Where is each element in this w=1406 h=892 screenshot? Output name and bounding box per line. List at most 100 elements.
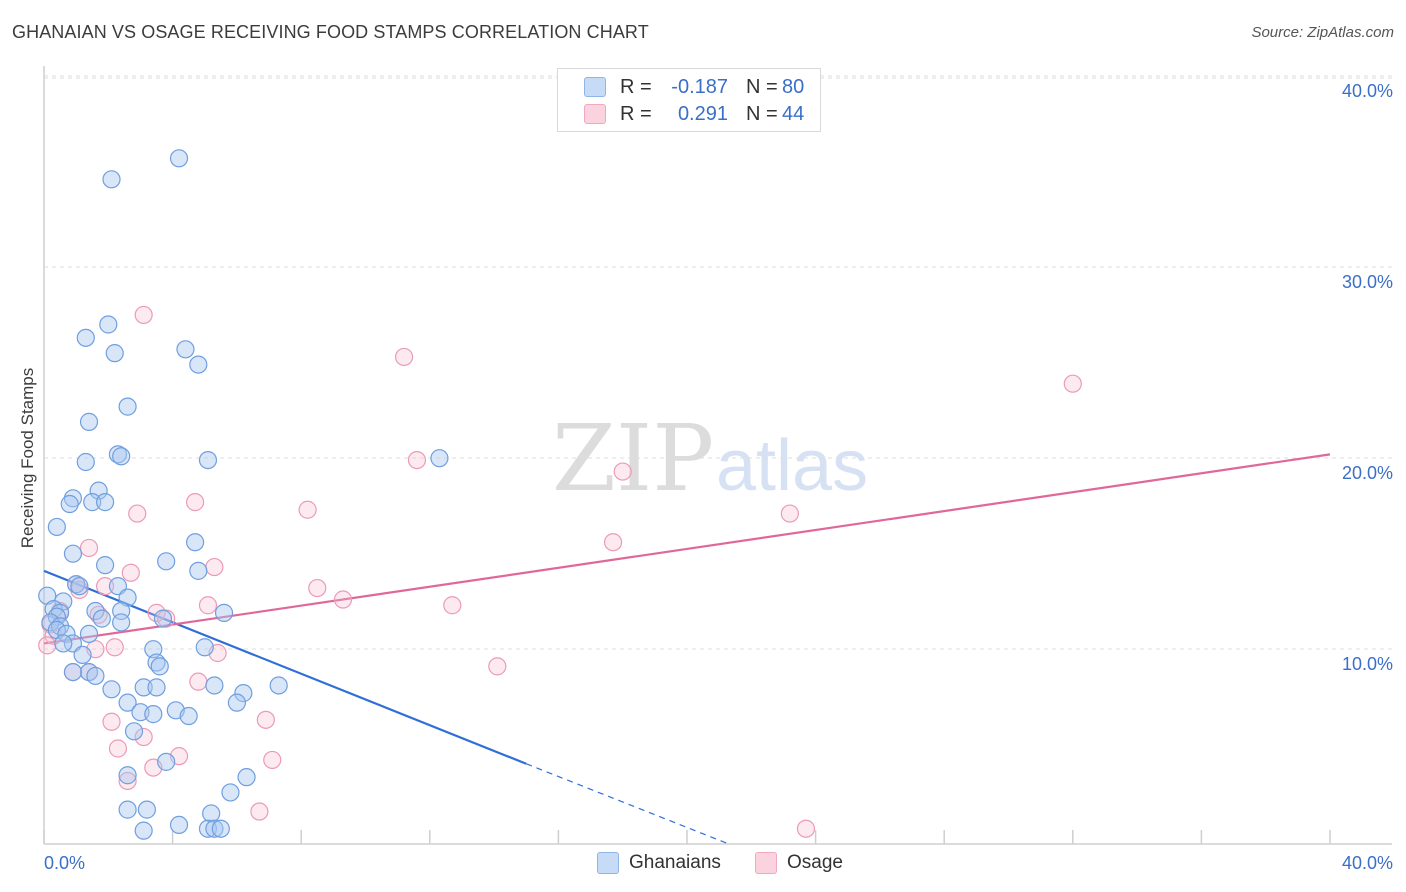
y-tick-label: 10.0% — [1342, 654, 1393, 674]
point-osage — [205, 557, 224, 577]
point-ghanaians — [73, 645, 92, 665]
point-osage — [1063, 374, 1082, 393]
point-osage — [189, 672, 208, 691]
series-legend-osage[interactable]: Osage — [755, 852, 843, 874]
point-ghanaians — [99, 315, 118, 334]
point-ghanaians — [205, 676, 224, 695]
point-ghanaians — [54, 592, 73, 611]
point-ghanaians — [76, 328, 95, 347]
point-ghanaians — [150, 657, 169, 676]
source-credit: Source: ZipAtlas.com — [1251, 24, 1394, 41]
legend-r-label: R = — [620, 75, 652, 98]
point-ghanaians — [118, 693, 137, 712]
y-tick-label: 40.0% — [1342, 81, 1393, 101]
legend-swatch-osage — [584, 104, 606, 124]
watermark-atlas: atlas — [716, 426, 868, 506]
series-swatch-osage — [755, 852, 777, 874]
legend-r-label: R = — [620, 102, 652, 125]
point-ghanaians — [195, 638, 214, 657]
point-osage — [134, 727, 153, 747]
point-ghanaians — [86, 601, 105, 621]
legend-n-label: N = — [746, 102, 778, 125]
point-ghanaians — [67, 575, 86, 594]
series-legend-ghanaians[interactable]: Ghanaians — [597, 852, 721, 874]
legend-r-value: 0.291 — [677, 102, 728, 125]
point-osage — [613, 462, 632, 481]
point-ghanaians — [134, 821, 153, 840]
y-tick-label: 30.0% — [1342, 272, 1393, 292]
point-ghanaians — [176, 340, 195, 359]
point-ghanaians — [205, 819, 224, 838]
gridlines — [44, 75, 1392, 650]
point-ghanaians — [79, 412, 99, 431]
point-osage — [603, 533, 623, 552]
chart-title: GHANAIAN VS OSAGE RECEIVING FOOD STAMPS … — [12, 22, 649, 42]
point-osage — [780, 504, 799, 523]
point-ghanaians — [211, 819, 230, 838]
point-ghanaians — [118, 800, 137, 819]
point-ghanaians — [79, 624, 99, 644]
legend-n-value: 80 — [782, 75, 805, 98]
point-osage — [70, 580, 89, 600]
point-ghanaians — [157, 552, 176, 571]
point-ghanaians — [144, 640, 163, 659]
watermark: ZIP atlas — [552, 405, 868, 512]
point-osage — [394, 347, 414, 367]
point-ghanaians — [118, 766, 137, 785]
point-ghanaians — [221, 783, 240, 802]
legend-row-ghanaians: R = -0.187 N = 80 — [584, 74, 804, 100]
y-tick-labels: 10.0% 20.0% 30.0% 40.0% — [1342, 81, 1393, 674]
trend-line-osage — [43, 453, 1331, 645]
x-tick-labels: 0.0% 40.0% — [44, 853, 1393, 873]
series-label-osage: Osage — [787, 852, 843, 873]
point-ghanaians — [95, 556, 115, 575]
point-osage — [95, 577, 115, 596]
point-ghanaians — [186, 533, 205, 552]
point-osage — [186, 493, 205, 512]
point-ghanaians — [102, 170, 121, 189]
point-ghanaians — [137, 800, 156, 819]
point-osage — [128, 504, 147, 523]
point-ghanaians — [83, 493, 102, 512]
point-ghanaians — [63, 544, 83, 563]
point-ghanaians — [189, 561, 208, 580]
y-tick-label: 20.0% — [1342, 463, 1393, 483]
point-osage — [256, 710, 275, 729]
point-ghanaians — [47, 517, 66, 537]
point-osage — [488, 657, 507, 676]
point-osage — [443, 596, 462, 615]
point-ghanaians — [57, 624, 76, 644]
point-osage — [250, 802, 269, 821]
point-ghanaians — [63, 662, 83, 682]
point-ghanaians — [63, 489, 83, 508]
point-ghanaians — [112, 613, 131, 632]
point-ghanaians — [60, 494, 79, 514]
point-ghanaians — [95, 493, 115, 512]
legend-swatch-ghanaians — [584, 77, 606, 97]
trend-line-ghanaians-extension — [526, 763, 730, 845]
point-osage — [38, 636, 57, 655]
point-ghanaians — [92, 609, 111, 628]
point-ghanaians — [169, 149, 189, 168]
point-ghanaians — [157, 752, 176, 771]
point-osage — [134, 305, 153, 325]
point-ghanaians — [202, 804, 221, 823]
point-ghanaians — [234, 684, 253, 703]
point-ghanaians — [76, 452, 95, 472]
watermark-zip: ZIP — [552, 405, 714, 512]
point-ghanaians — [144, 705, 163, 724]
point-ghanaians — [134, 678, 153, 697]
point-ghanaians — [112, 447, 131, 466]
x-tick-label-min: 0.0% — [44, 853, 85, 873]
point-ghanaians — [198, 450, 218, 470]
data-points — [38, 149, 1082, 840]
point-osage — [105, 638, 124, 657]
point-osage — [333, 590, 353, 609]
point-ghanaians — [189, 355, 208, 374]
point-ghanaians — [237, 768, 256, 787]
point-ghanaians — [153, 609, 173, 628]
point-osage — [79, 538, 99, 558]
point-ghanaians — [118, 397, 137, 416]
point-ghanaians — [179, 706, 198, 726]
series-swatch-ghanaians — [597, 852, 619, 874]
